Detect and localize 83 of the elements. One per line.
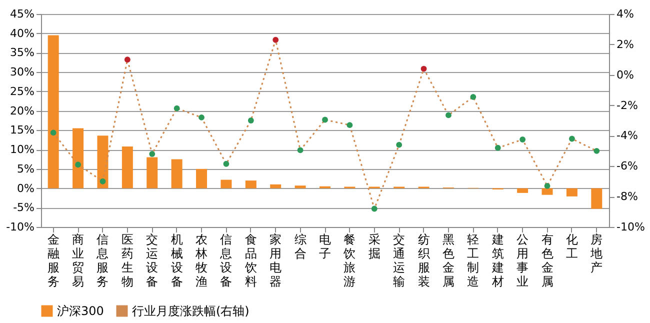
x-tick-label: 纺织服装 [418,232,430,288]
y-tick-label: 30% [10,66,34,79]
bar [171,159,182,188]
y-tick-label: -10% [6,220,34,234]
x-tick-label: 机械设备 [170,232,183,288]
x-tick-label: 餐饮旅游 [342,232,356,288]
point [124,56,130,63]
bar [122,146,133,188]
y2-tick-label: -8% [616,190,638,204]
bar [245,180,256,188]
point [446,112,452,118]
point [149,151,156,157]
bar [220,180,232,188]
point [494,144,501,151]
bar [72,128,84,188]
y2-tick-label: 2% [616,38,634,51]
legend-label: 行业月度涨跌幅(右轴) [132,304,250,318]
point [396,142,402,148]
bar [196,168,208,188]
point [544,182,550,189]
x-tick-label: 电子 [319,232,331,260]
x-tick-label: 信息设备 [219,232,232,288]
x-tick-label: 轻工制造 [467,232,480,288]
y-tick-label: 40% [10,26,34,40]
y2-tick-label: 4% [616,8,634,20]
x-tick-label: 交运设备 [146,232,158,288]
point [297,147,304,154]
point [420,66,427,72]
bar [270,184,282,188]
point [50,130,56,136]
y-tick-label: 0% [17,182,34,195]
point [75,162,81,168]
y-tick-label: 25% [10,84,34,98]
bar [566,188,578,196]
x-tick-label: 有色金属 [541,232,554,288]
x-tick-label: 商业贸易 [72,232,84,288]
x-tick-label: 信息服务 [96,232,109,288]
bar [294,186,306,188]
point [100,178,106,184]
bar [48,35,59,188]
point [371,206,378,212]
y-tick-label: 15% [10,124,34,137]
y-tick-label: 20% [10,104,34,118]
bar [517,188,528,193]
point [174,105,180,112]
bar [97,136,108,188]
point [470,94,476,100]
x-tick-label: 建筑建材 [490,232,504,288]
point [322,116,328,123]
x-tick-label: 医药生物 [121,232,134,288]
point [594,148,600,154]
x-tick-label: 采掘 [368,232,380,260]
y-tick-label: 5% [17,162,34,176]
y2-tick-label: -10% [616,220,645,234]
legend-label: 沪深300 [57,304,104,318]
y2-tick-label: -6% [616,160,638,173]
y-tick-label: 45% [10,8,34,20]
x-tick-label: 黑色金属 [442,232,454,288]
point [346,122,353,128]
bar [146,157,158,188]
x-tick-label: 交通运输 [393,232,406,288]
y-tick-label: 35% [10,46,34,60]
x-tick-label: 家用电器 [270,232,282,288]
point [520,136,526,142]
y-tick-label: 10% [10,143,34,156]
x-tick-label: 化工 [566,232,578,260]
bar [591,188,602,209]
x-tick-label: 农林牧渔 [194,232,208,288]
x-tick-label: 综合 [294,232,306,260]
y-tick-label: -5% [13,201,34,214]
point [223,160,230,167]
y2-tick-label: -2% [616,98,638,112]
point [198,114,204,120]
x-tick-label: 食品饮料 [244,232,257,288]
x-tick-label: 金融服务 [47,232,60,288]
x-tick-label: 房地产 [590,232,603,274]
point [248,118,254,124]
point [272,36,279,43]
x-tick-label: 公用事业 [516,232,529,288]
y2-tick-label: 0% [616,68,634,82]
bar [542,188,553,195]
y2-tick-label: -4% [616,129,638,142]
point [569,136,575,142]
